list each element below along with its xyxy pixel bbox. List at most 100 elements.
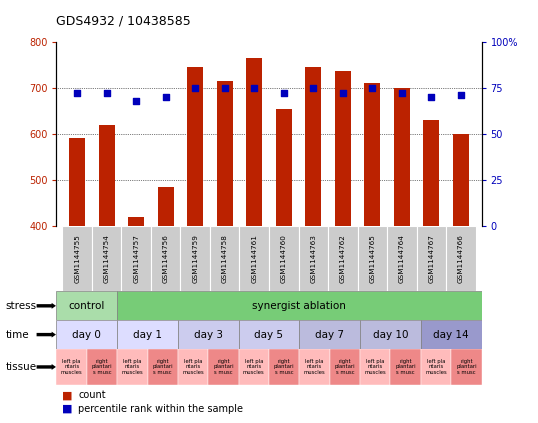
Text: left pla
ntaris
muscles: left pla ntaris muscles bbox=[243, 359, 265, 375]
Text: GDS4932 / 10438585: GDS4932 / 10438585 bbox=[56, 14, 191, 27]
Bar bbox=[299, 226, 328, 291]
Bar bbox=[421, 349, 451, 385]
Text: GSM1144767: GSM1144767 bbox=[428, 234, 434, 283]
Point bbox=[279, 90, 288, 97]
Bar bbox=[178, 320, 239, 349]
Text: synergist ablation: synergist ablation bbox=[252, 301, 346, 311]
Text: right
plantari
s musc: right plantari s musc bbox=[395, 359, 416, 375]
Bar bbox=[269, 349, 299, 385]
Bar bbox=[56, 291, 117, 320]
Text: right
plantari
s musc: right plantari s musc bbox=[213, 359, 234, 375]
Text: ■: ■ bbox=[62, 390, 73, 400]
Point bbox=[368, 85, 377, 91]
Text: GSM1144764: GSM1144764 bbox=[399, 234, 405, 283]
Point bbox=[309, 85, 317, 91]
Bar bbox=[117, 320, 178, 349]
Text: day 5: day 5 bbox=[254, 330, 284, 340]
Bar bbox=[187, 67, 203, 226]
Bar bbox=[421, 320, 482, 349]
Bar bbox=[69, 138, 85, 226]
Text: GSM1144766: GSM1144766 bbox=[458, 234, 464, 283]
Bar bbox=[416, 226, 446, 291]
Text: GSM1144763: GSM1144763 bbox=[310, 234, 316, 283]
Point bbox=[457, 92, 465, 99]
Bar bbox=[387, 226, 416, 291]
Bar bbox=[87, 349, 117, 385]
Bar bbox=[239, 226, 269, 291]
Bar bbox=[451, 349, 482, 385]
Bar bbox=[147, 349, 178, 385]
Text: day 14: day 14 bbox=[433, 330, 469, 340]
Text: GSM1144756: GSM1144756 bbox=[162, 234, 169, 283]
Bar bbox=[128, 217, 144, 226]
Bar bbox=[299, 320, 360, 349]
Bar bbox=[423, 120, 440, 226]
Bar bbox=[62, 226, 92, 291]
Text: GSM1144759: GSM1144759 bbox=[192, 234, 198, 283]
Bar bbox=[453, 134, 469, 226]
Text: left pla
ntaris
muscles: left pla ntaris muscles bbox=[61, 359, 82, 375]
Bar bbox=[299, 349, 330, 385]
Text: right
plantari
s musc: right plantari s musc bbox=[456, 359, 477, 375]
Text: tissue: tissue bbox=[5, 362, 37, 372]
Bar bbox=[92, 226, 122, 291]
Bar bbox=[364, 83, 380, 226]
Text: right
plantari
s musc: right plantari s musc bbox=[335, 359, 355, 375]
Bar bbox=[360, 349, 391, 385]
Text: right
plantari
s musc: right plantari s musc bbox=[152, 359, 173, 375]
Text: GSM1144765: GSM1144765 bbox=[369, 234, 376, 283]
Text: left pla
ntaris
muscles: left pla ntaris muscles bbox=[182, 359, 204, 375]
Bar bbox=[122, 226, 151, 291]
Bar bbox=[446, 226, 476, 291]
Text: GSM1144754: GSM1144754 bbox=[104, 234, 110, 283]
Text: GSM1144762: GSM1144762 bbox=[340, 234, 346, 283]
Text: left pla
ntaris
muscles: left pla ntaris muscles bbox=[122, 359, 143, 375]
Bar bbox=[239, 320, 299, 349]
Bar bbox=[117, 291, 482, 320]
Text: right
plantari
s musc: right plantari s musc bbox=[91, 359, 112, 375]
Bar bbox=[239, 349, 269, 385]
Bar bbox=[208, 349, 239, 385]
Text: GSM1144757: GSM1144757 bbox=[133, 234, 139, 283]
Text: stress: stress bbox=[5, 301, 37, 311]
Bar bbox=[180, 226, 210, 291]
Bar bbox=[269, 226, 299, 291]
Bar bbox=[210, 226, 239, 291]
Point bbox=[102, 90, 111, 97]
Point bbox=[338, 90, 347, 97]
Text: GSM1144761: GSM1144761 bbox=[251, 234, 257, 283]
Bar bbox=[151, 226, 180, 291]
Point bbox=[250, 85, 259, 91]
Text: left pla
ntaris
muscles: left pla ntaris muscles bbox=[425, 359, 447, 375]
Bar bbox=[56, 320, 117, 349]
Bar bbox=[98, 125, 115, 226]
Bar bbox=[56, 349, 87, 385]
Text: GSM1144755: GSM1144755 bbox=[74, 234, 80, 283]
Text: count: count bbox=[78, 390, 105, 400]
Text: day 3: day 3 bbox=[194, 330, 223, 340]
Point bbox=[427, 94, 436, 101]
Text: ■: ■ bbox=[62, 404, 73, 414]
Point bbox=[73, 90, 81, 97]
Text: GSM1144760: GSM1144760 bbox=[281, 234, 287, 283]
Point bbox=[132, 97, 140, 104]
Bar bbox=[335, 71, 351, 226]
Text: day 10: day 10 bbox=[373, 330, 408, 340]
Point bbox=[221, 85, 229, 91]
Point bbox=[161, 94, 170, 101]
Bar bbox=[330, 349, 360, 385]
Text: day 1: day 1 bbox=[133, 330, 162, 340]
Bar bbox=[305, 67, 321, 226]
Bar bbox=[158, 187, 174, 226]
Point bbox=[398, 90, 406, 97]
Bar bbox=[358, 226, 387, 291]
Text: left pla
ntaris
muscles: left pla ntaris muscles bbox=[364, 359, 386, 375]
Text: percentile rank within the sample: percentile rank within the sample bbox=[78, 404, 243, 414]
Text: day 7: day 7 bbox=[315, 330, 344, 340]
Bar bbox=[360, 320, 421, 349]
Text: left pla
ntaris
muscles: left pla ntaris muscles bbox=[303, 359, 325, 375]
Bar bbox=[391, 349, 421, 385]
Bar bbox=[217, 81, 233, 226]
Point bbox=[191, 85, 200, 91]
Text: time: time bbox=[5, 330, 29, 340]
